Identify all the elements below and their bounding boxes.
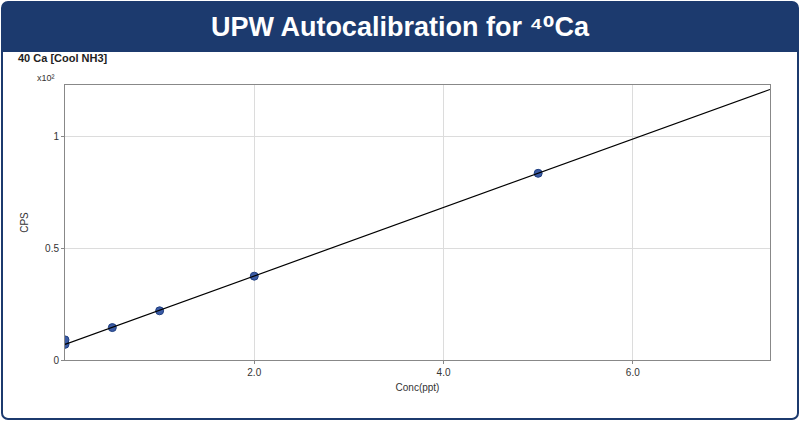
svg-text:2.0: 2.0: [247, 367, 261, 378]
html-text:UPW Autocalibration for ⁴⁰Ca: UPW Autocalibration for ⁴⁰Ca: [210, 12, 590, 42]
svg-text:Conc(ppt): Conc(ppt): [396, 382, 440, 393]
svg-text:0: 0: [53, 355, 59, 366]
svg-text:4.0: 4.0: [437, 367, 451, 378]
svg-text:6.0: 6.0: [626, 367, 640, 378]
svg-text:x10²: x10²: [37, 73, 55, 83]
svg-text:0.5: 0.5: [45, 243, 59, 254]
svg-text:CPS: CPS: [19, 212, 30, 233]
svg-text:1: 1: [53, 131, 59, 142]
svg-text:40 Ca [Cool NH3]: 40 Ca [Cool NH3]: [18, 52, 108, 64]
